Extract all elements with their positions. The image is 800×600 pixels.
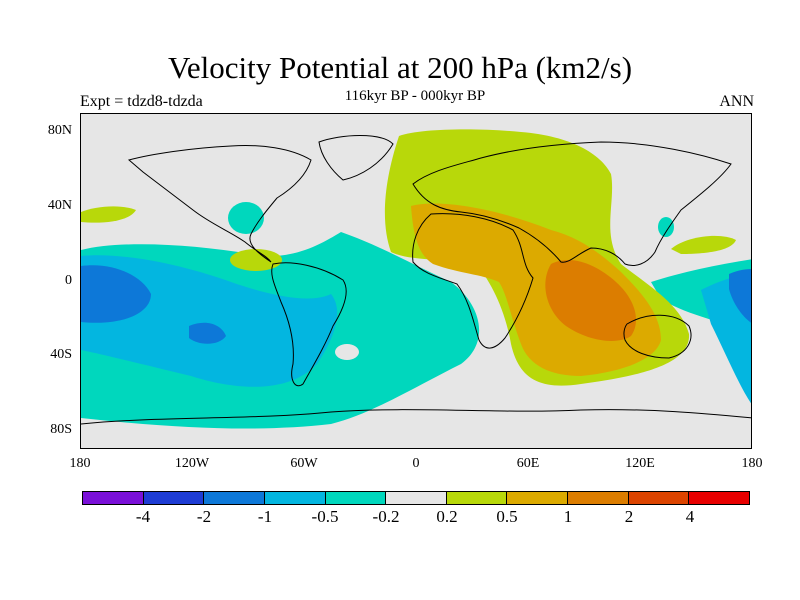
- coast-australia: [623, 314, 692, 359]
- lon-tick-label: 0: [412, 456, 420, 471]
- colorbar-label: -4: [135, 507, 151, 526]
- map-svg: [81, 114, 751, 448]
- coast-eurasia: [412, 141, 732, 266]
- colorbar-swatch: [446, 492, 508, 504]
- lat-tick-label: 40S: [50, 347, 72, 362]
- colorbar-swatch: [507, 492, 569, 504]
- colorbar-swatch: [568, 492, 629, 504]
- coast-greenland: [318, 135, 394, 181]
- contour-neg-small-pacific: [658, 217, 674, 237]
- colorbar-swatch: [386, 492, 447, 504]
- plot-title: Velocity Potential at 200 hPa (km2/s): [167, 50, 633, 85]
- colorbar-label: -0.5: [311, 507, 339, 526]
- colorbar-label: -1: [257, 507, 273, 526]
- contour-neg-strong-b: [189, 322, 226, 344]
- colorbar-swatch: [628, 492, 690, 504]
- coastlines: [81, 135, 751, 425]
- lon-tick-label: 60W: [290, 456, 318, 471]
- contour-pos-weak-caribbean: [230, 249, 282, 271]
- contour-zero-hole: [335, 344, 359, 360]
- colorbar-label: -2: [196, 507, 212, 526]
- colorbar-label: -0.2: [372, 507, 400, 526]
- colorbar-label: 4: [685, 507, 695, 526]
- colorbar-label: 1: [563, 507, 573, 526]
- coast-north-america: [127, 145, 312, 263]
- contour-pos-weak-pacific: [671, 235, 736, 254]
- contour-neg-strong-east: [729, 269, 751, 323]
- colorbar-swatch: [325, 492, 387, 504]
- coast-south-america: [271, 262, 347, 387]
- lon-tick-label: 120W: [174, 456, 210, 471]
- colorbar-label: 0.2: [436, 507, 458, 526]
- lon-tick-label: 120E: [625, 456, 655, 471]
- coast-antarctica: [81, 409, 751, 425]
- colorbar-swatch: [143, 492, 205, 504]
- experiment-label: Expt = tdzd8-tdzda: [80, 93, 203, 110]
- lat-tick-label: 80N: [47, 123, 72, 138]
- lat-tick-label: 0: [65, 273, 72, 288]
- colorbar: [82, 491, 750, 505]
- plot-subtitle: 116kyr BP - 000kyr BP: [344, 88, 486, 104]
- contour-pos-strong: [545, 260, 636, 341]
- lon-tick-label: 180: [69, 456, 91, 471]
- lon-tick-label: 180: [741, 456, 763, 471]
- contour-pos-weak-atlantic: [81, 206, 136, 223]
- lat-tick-label: 80S: [50, 422, 72, 437]
- contour-neg-strong: [81, 265, 151, 323]
- colorbar-swatch: [83, 492, 144, 504]
- contour-neg-small-atlantic: [228, 202, 264, 234]
- map-panel: [80, 113, 752, 449]
- lon-tick-label: 60E: [516, 456, 540, 471]
- colorbar-swatch: [264, 492, 326, 504]
- coast-africa: [412, 213, 534, 349]
- season-label: ANN: [719, 93, 754, 110]
- colorbar-swatch: [689, 492, 750, 504]
- colorbar-swatch: [204, 492, 265, 504]
- lat-tick-label: 40N: [47, 198, 72, 213]
- colorbar-label: 2: [624, 507, 634, 526]
- colorbar-label: 0.5: [496, 507, 518, 526]
